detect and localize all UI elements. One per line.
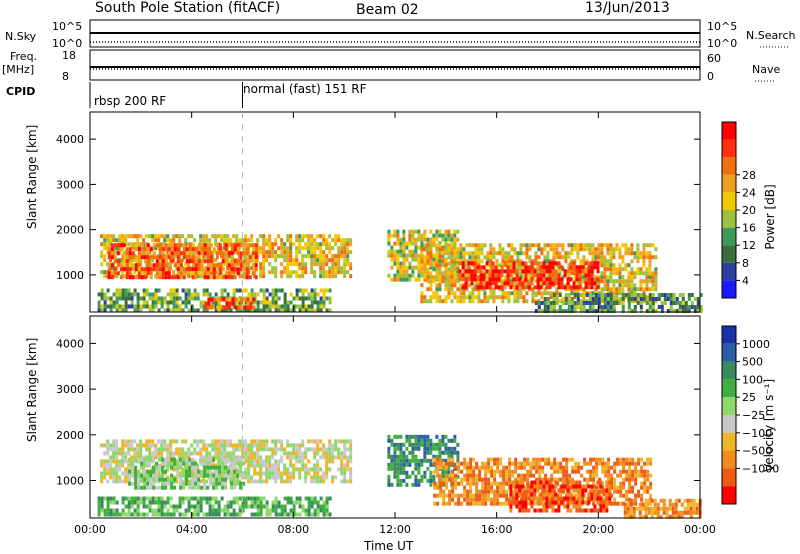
xtick-label: 00:00 <box>684 523 716 536</box>
velocity-ytick-label: 2000 <box>56 429 84 442</box>
freq-label: Freq. <box>10 50 38 63</box>
power-colorbar-segment <box>722 245 736 263</box>
velocity-colorbar-segment <box>722 343 736 362</box>
velocity-colorbar-tick-label: −100 <box>742 427 772 440</box>
velocity-colorbar-segment <box>722 415 736 433</box>
power-colorbar-label: Power [dB] <box>763 184 777 250</box>
velocity-colorbar-tick-label: 1000 <box>742 338 770 351</box>
nsky-top-tick: 10^5 <box>52 20 83 33</box>
power-colorbar-tick-label: 20 <box>742 204 756 217</box>
power-colorbar-segment <box>722 122 736 140</box>
velocity-colorbar-segment <box>722 450 736 469</box>
velocity-heatmap-cells <box>97 434 702 519</box>
velocity-colorbar-tick-label: 25 <box>742 391 756 404</box>
power-ylabel: Slant Range [km] <box>25 124 39 229</box>
power-ytick-label: 1000 <box>56 269 84 282</box>
velocity-ytick-label: 4000 <box>56 337 84 350</box>
velocity-colorbar-segment <box>722 432 736 451</box>
freq-strip-frame <box>89 49 701 81</box>
station-title: South Pole Station (fitACF) <box>95 0 281 16</box>
velocity-colorbar-tick-label: −1000 <box>742 462 779 475</box>
freq-unit: [MHz] <box>2 63 35 76</box>
velocity-colorbar-segment <box>722 361 736 380</box>
nave-label: Nave <box>752 63 781 76</box>
freq-top-tick: 18 <box>62 49 76 62</box>
velocity-ytick-label: 1000 <box>56 475 84 488</box>
velocity-colorbar-tick-label: −500 <box>742 445 772 458</box>
velocity-colorbar-segment <box>722 326 736 344</box>
cpid-label: CPID <box>6 85 36 98</box>
velocity-colorbar-tick-label: 100 <box>742 373 763 386</box>
xaxis-label: Time UT <box>364 539 414 553</box>
power-ytick-label: 3000 <box>56 178 84 191</box>
power-colorbar-tick-label: 12 <box>742 239 756 252</box>
velocity-ytick-label: 3000 <box>56 383 84 396</box>
velocity-colorbar-segment <box>722 397 736 415</box>
velocity-colorbar-segment <box>722 468 736 487</box>
power-colorbar-segment <box>722 227 736 246</box>
velocity-colorbar-tick-label: 500 <box>742 356 763 369</box>
velocity-colorbar-tick-label: −25 <box>742 409 765 422</box>
xtick-label: 12:00 <box>379 523 411 536</box>
xtick-label: 20:00 <box>582 523 614 536</box>
beam-label: Beam 02 <box>356 2 419 18</box>
freq-bottom-tick: 8 <box>62 70 69 83</box>
velocity-colorbar-segment <box>722 486 736 504</box>
power-colorbar-tick-label: 8 <box>742 257 749 270</box>
power-colorbar-segment <box>722 210 736 228</box>
power-colorbar-segment <box>722 262 736 281</box>
power-colorbar-segment <box>722 280 736 298</box>
velocity-colorbar-label: Velocity [m s⁻¹] <box>762 378 776 472</box>
power-heatmap-cells <box>97 229 703 313</box>
date-label: 13/Jun/2013 <box>585 0 670 16</box>
nsky-label: N.Sky <box>5 30 37 43</box>
power-colorbar-segment <box>722 139 736 158</box>
power-colorbar-segment <box>722 192 736 210</box>
power-ytick-label: 2000 <box>56 224 84 237</box>
power-ytick-label: 4000 <box>56 133 84 146</box>
nave-top-tick: 60 <box>707 52 721 65</box>
xtick-label: 16:00 <box>481 523 513 536</box>
nsearch-top-tick: 10^5 <box>707 20 738 33</box>
xtick-label: 04:00 <box>176 523 208 536</box>
nsky-bottom-tick: 10^0 <box>52 37 83 50</box>
power-colorbar-tick-label: 4 <box>742 274 749 287</box>
velocity-ylabel: Slant Range [km] <box>25 337 39 442</box>
power-colorbar-segment <box>722 157 736 175</box>
xtick-label: 08:00 <box>277 523 309 536</box>
nave-bottom-tick: 0 <box>707 70 714 83</box>
nsearch-bottom-tick: 10^0 <box>707 37 738 50</box>
cpid-mode-1: rbsp 200 RF <box>94 94 167 108</box>
nsearch-label: N.Search <box>746 29 796 42</box>
power-colorbar-tick-label: 16 <box>742 222 756 235</box>
power-colorbar-tick-label: 24 <box>742 186 756 199</box>
cpid-mode-2: normal (fast) 151 RF <box>243 82 367 96</box>
power-colorbar-segment <box>722 174 736 193</box>
xtick-label: 00:00 <box>74 523 106 536</box>
velocity-colorbar-segment <box>722 379 736 398</box>
power-colorbar-tick-label: 28 <box>742 169 756 182</box>
